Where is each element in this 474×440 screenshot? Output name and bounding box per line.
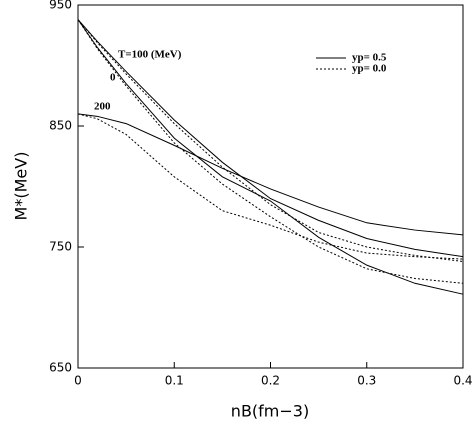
x-tick-label: 0.3 [357, 374, 376, 388]
line-series [77, 19, 464, 295]
x-tick-label: 0.4 [453, 374, 472, 388]
legend-label: yp= 0.0 [352, 63, 387, 75]
line-series [77, 113, 464, 236]
y-tick-label: 850 [49, 119, 72, 133]
y-tick-label: 650 [49, 361, 72, 375]
annotation: 0 [110, 72, 116, 84]
line-series [77, 113, 464, 260]
y-tick-label: 950 [49, 0, 72, 12]
annotation: T=100 (MeV) [118, 49, 182, 61]
x-tick-label: 0.1 [165, 374, 184, 388]
line-series [77, 19, 464, 263]
y-axis-title: M*(MeV) [12, 152, 31, 221]
x-tick-label: 0.2 [261, 374, 280, 388]
legend-label: yp= 0.5 [352, 52, 387, 64]
annotation: 200 [94, 101, 111, 113]
x-tick-label: 0 [74, 374, 82, 388]
x-axis-title: nB(fm−3) [231, 402, 309, 421]
line-series [77, 19, 464, 284]
y-tick-label: 750 [49, 240, 72, 254]
line-series [77, 19, 464, 258]
